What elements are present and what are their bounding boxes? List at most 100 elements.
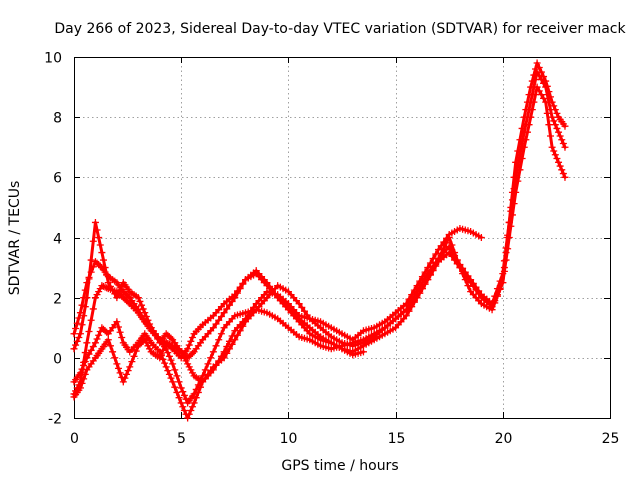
data-point-marker [220,354,228,362]
data-point-marker [123,370,131,378]
data-point-marker [116,328,124,336]
data-point-marker [138,301,146,309]
data-point-marker [173,372,181,380]
data-point-marker [179,388,187,396]
data-point-marker [215,316,223,324]
data-point-marker [359,348,367,356]
data-point-marker [76,330,84,338]
data-point-marker [175,378,183,386]
data-point-marker [87,346,95,354]
x-axis-label: GPS time / hours [281,458,398,474]
data-point-marker [81,370,89,378]
data-point-marker [547,132,555,140]
data-point-marker [101,264,109,272]
y-tick-label: 0 [53,352,62,368]
data-point-marker [162,363,170,371]
data-point-marker [103,271,111,279]
data-point-marker [114,364,122,372]
data-point-marker [537,91,545,99]
data-point-marker [83,354,91,362]
data-point-marker [141,309,149,317]
data-point-marker [223,349,231,357]
data-point-marker [537,68,545,76]
data-point-marker [177,348,185,356]
data-point-marker [159,355,167,363]
y-tick-label: 6 [53,171,62,187]
data-point-marker [123,291,131,299]
data-point-marker [116,369,124,377]
data-point-marker [453,256,461,264]
data-point-marker [551,106,559,114]
data-point-marker [520,113,528,121]
data-point-marker [180,391,188,399]
data-point-marker [91,294,99,302]
data-point-marker [169,378,177,386]
data-point-marker [514,147,522,155]
data-point-marker [182,395,190,403]
data-point-marker [114,290,122,298]
data-point-marker [156,354,164,362]
data-point-marker [164,331,172,339]
data-point-marker [109,348,117,356]
data-point-marker [180,406,188,414]
data-point-marker [83,339,91,347]
data-point-marker [201,374,209,382]
data-point-marker [418,279,426,287]
data-point-marker [157,350,165,358]
data-point-marker [165,352,173,360]
data-point-marker [98,324,106,332]
data-point-marker [475,287,483,295]
data-point-marker [128,358,136,366]
data-point-marker [87,256,95,264]
data-point-marker [144,342,152,350]
data-point-marker [209,324,217,332]
data-point-marker [556,132,564,140]
data-point-marker [525,91,533,99]
data-point-marker [508,188,516,196]
data-point-marker [535,64,543,72]
data-point-marker [118,334,126,342]
x-tick-label: 25 [602,431,620,447]
data-point-marker [225,345,233,353]
data-point-marker [93,335,101,343]
data-point-marker [185,352,193,360]
data-point-marker [223,305,231,313]
data-point-marker [217,312,225,320]
data-point-marker [75,334,83,342]
data-point-marker [89,305,97,313]
data-point-marker [124,292,132,300]
data-point-marker [530,71,538,79]
data-point-marker [184,414,192,422]
data-point-marker [98,282,106,290]
data-point-marker [187,351,195,359]
data-point-marker [518,124,526,132]
series-trace-5 [70,270,367,401]
y-tick-label: 8 [53,111,62,127]
data-point-marker [488,306,496,314]
data-point-marker [561,143,569,151]
data-point-marker [91,258,99,266]
data-point-marker [550,147,558,155]
data-point-marker [70,345,78,353]
x-tick-label: 0 [70,431,79,447]
data-point-marker [121,289,129,297]
data-point-marker [236,283,244,291]
data-point-marker [522,106,530,114]
series-trail [72,61,567,420]
data-point-marker [496,277,504,285]
data-point-marker [154,335,162,343]
data-point-marker [212,320,220,328]
data-point-marker [527,83,535,91]
series-trace-4 [70,59,569,422]
data-point-marker [76,384,84,392]
data-point-marker [402,312,410,320]
data-point-marker [550,117,558,125]
data-point-marker [72,325,80,333]
data-point-marker [103,284,111,292]
series-trace-3 [70,68,569,362]
data-point-marker [96,262,104,270]
data-point-marker [78,379,86,387]
data-point-marker [124,298,132,306]
data-point-marker [451,252,459,260]
data-point-marker [499,270,507,278]
